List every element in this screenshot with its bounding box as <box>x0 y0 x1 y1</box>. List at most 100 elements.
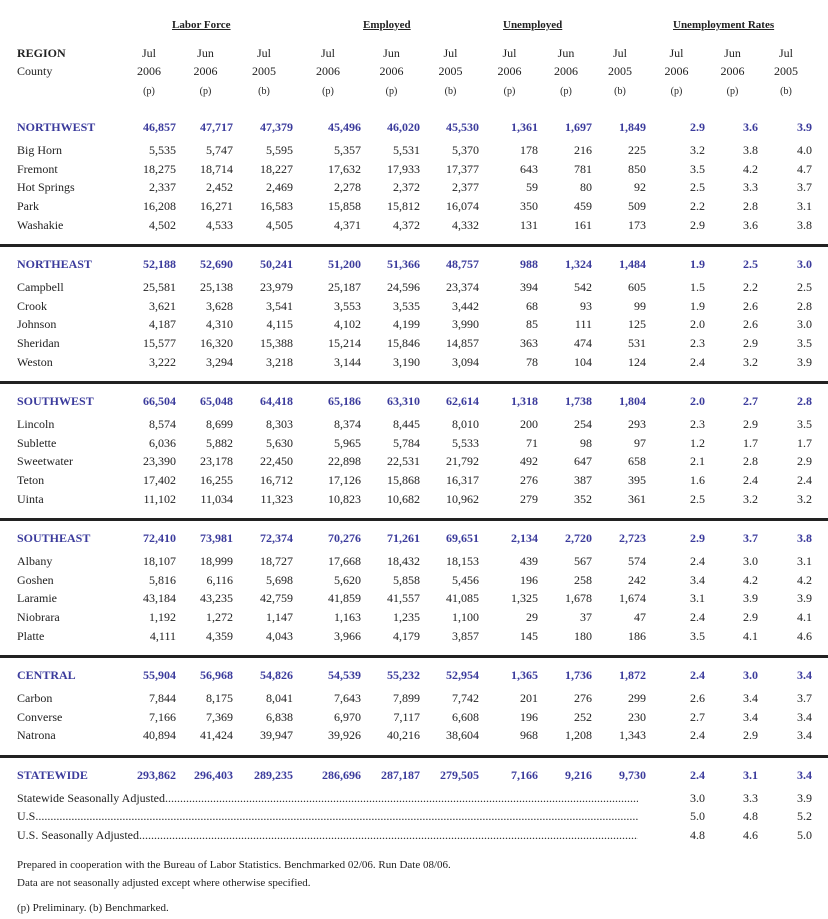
value-cell: 3.0 <box>797 317 812 332</box>
value-cell: 5,620 <box>334 572 361 587</box>
value-cell: 22,531 <box>387 454 420 469</box>
value-cell: 1.7 <box>797 435 812 450</box>
rate-value: 3.0 <box>690 790 705 805</box>
value-cell: 125 <box>628 317 646 332</box>
header-flag: (b) <box>614 86 626 97</box>
value-cell: 5,630 <box>266 435 293 450</box>
value-cell: 216 <box>574 143 592 158</box>
value-cell: 850 <box>628 161 646 176</box>
county-row-name: Laramie <box>17 591 57 606</box>
value-cell: 1,849 <box>619 120 646 134</box>
header-month: Jul <box>612 46 627 60</box>
value-cell: 16,255 <box>200 473 233 488</box>
value-cell: 296,403 <box>194 767 233 782</box>
value-cell: 293 <box>628 417 646 432</box>
dot-leader: ........................................… <box>164 790 638 805</box>
value-cell: 131 <box>520 217 538 232</box>
value-cell: 3.5 <box>690 628 705 643</box>
value-cell: 69,651 <box>446 530 479 545</box>
header-flag: (p) <box>560 86 572 97</box>
value-cell: 350 <box>520 199 538 214</box>
footnote: Data are not seasonally adjusted except … <box>17 877 311 890</box>
value-cell: 1.6 <box>690 473 705 488</box>
header-flag: (p) <box>670 86 683 97</box>
value-cell: 3.5 <box>797 336 812 351</box>
value-cell: 98 <box>580 435 592 450</box>
value-cell: 1.7 <box>743 435 758 450</box>
value-cell: 2.0 <box>690 393 705 408</box>
value-cell: 3,442 <box>452 298 479 313</box>
rate-value: 5.0 <box>797 827 812 842</box>
section-divider <box>0 754 828 758</box>
value-cell: 2.4 <box>690 667 705 682</box>
value-cell: 1,272 <box>206 609 233 624</box>
value-cell: 22,450 <box>260 454 293 469</box>
value-cell: 5,965 <box>334 435 361 450</box>
value-cell: 7,117 <box>393 709 420 724</box>
value-cell: 4,043 <box>266 628 293 643</box>
value-cell: 15,846 <box>387 336 420 351</box>
value-cell: 71 <box>526 435 538 450</box>
value-cell: 2,452 <box>206 180 233 195</box>
value-cell: 196 <box>520 709 538 724</box>
value-cell: 55,232 <box>387 667 420 682</box>
value-cell: 387 <box>574 473 592 488</box>
value-cell: 3.3 <box>743 180 758 195</box>
value-cell: 1,318 <box>511 393 538 408</box>
value-cell: 85 <box>526 317 538 332</box>
value-cell: 1,365 <box>511 667 538 682</box>
value-cell: 2.9 <box>743 728 758 743</box>
header-flag: (b) <box>444 86 457 97</box>
value-cell: 21,792 <box>446 454 479 469</box>
value-cell: 395 <box>628 473 646 488</box>
section-divider <box>0 380 828 384</box>
value-cell: 65,186 <box>328 393 361 408</box>
value-cell: 2.3 <box>690 336 705 351</box>
value-cell: 73,981 <box>200 530 233 545</box>
value-cell: 3.2 <box>743 354 758 369</box>
value-cell: 2.2 <box>743 280 758 295</box>
header-year: 2006 <box>720 64 745 78</box>
value-cell: 16,712 <box>260 473 293 488</box>
value-cell: 18,227 <box>260 161 293 176</box>
value-cell: 64,418 <box>260 393 293 408</box>
value-cell: 97 <box>634 435 646 450</box>
value-cell: 51,366 <box>387 256 420 271</box>
column-groups: Labor Force Employed Unemployed Unemploy… <box>0 19 828 35</box>
value-cell: 10,682 <box>387 491 420 506</box>
county-row: Fremont 18,275 18,714 18,227 17,632 17,933 17,… <box>0 160 828 179</box>
value-cell: 6,036 <box>149 435 176 450</box>
header-month: Jul <box>443 46 458 60</box>
value-cell: 8,010 <box>452 417 479 432</box>
value-cell: 3.8 <box>797 217 812 232</box>
table-body: NORTHWEST 46,857 47,717 47,379 45,496 46,020 4… <box>0 104 828 844</box>
value-cell: 225 <box>628 143 646 158</box>
value-cell: 7,166 <box>511 767 538 782</box>
value-cell: 605 <box>628 280 646 295</box>
value-cell: 459 <box>574 199 592 214</box>
value-cell: 3.1 <box>797 554 812 569</box>
value-cell: 4.2 <box>797 572 812 587</box>
value-cell: 2.1 <box>690 454 705 469</box>
region-row: NORTHEAST 52,188 52,690 50,241 51,200 51,366 4… <box>0 253 828 275</box>
value-cell: 52,188 <box>143 256 176 271</box>
value-cell: 47,379 <box>260 120 293 134</box>
value-cell: 65,048 <box>200 393 233 408</box>
value-cell: 2.7 <box>690 709 705 724</box>
value-cell: 196 <box>520 572 538 587</box>
header-month: Jul <box>669 46 684 60</box>
value-cell: 46,857 <box>143 120 176 134</box>
value-cell: 18,714 <box>200 161 233 176</box>
value-cell: 50,241 <box>260 256 293 271</box>
value-cell: 70,276 <box>328 530 361 545</box>
value-cell: 3,144 <box>334 354 361 369</box>
value-cell: 8,175 <box>206 691 233 706</box>
value-cell: 299 <box>628 691 646 706</box>
county-row-name: Albany <box>17 554 53 569</box>
value-cell: 1.2 <box>690 435 705 450</box>
value-cell: 39,947 <box>260 728 293 743</box>
value-cell: 361 <box>628 491 646 506</box>
value-cell: 1,343 <box>619 728 646 743</box>
county-row-name: Carbon <box>17 691 53 706</box>
county-row: Sheridan 15,577 16,320 15,388 15,214 15,846 14… <box>0 334 828 353</box>
